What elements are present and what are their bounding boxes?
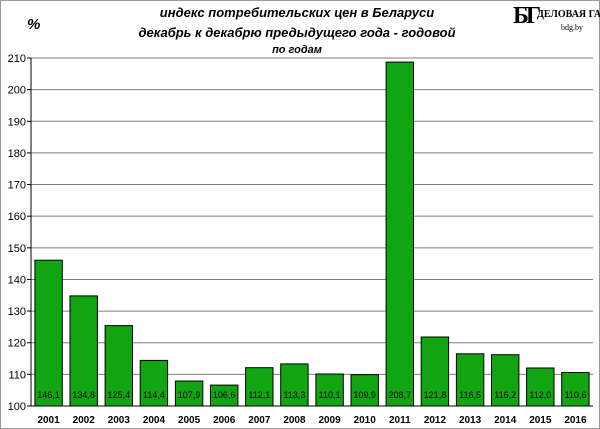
y-tick-label: 150	[8, 243, 26, 255]
bar-2001	[34, 259, 63, 407]
data-label-2014: 116,2	[494, 390, 516, 400]
y-tick-label: 170	[8, 180, 26, 192]
y-tick-label: 140	[8, 274, 26, 286]
x-tick-label-2001: 2001	[37, 415, 60, 426]
bar-2013	[455, 353, 485, 407]
x-tick-label-2008: 2008	[283, 415, 306, 426]
bar-2007	[245, 367, 274, 407]
bar-2011	[385, 61, 415, 407]
bar-2014	[491, 354, 520, 407]
y-tick-label: 210	[8, 53, 26, 65]
x-tick-label-2016: 2016	[564, 415, 587, 426]
x-tick-label-2013: 2013	[459, 415, 482, 426]
logo-mark: БГ	[513, 3, 541, 29]
y-tick-label: 190	[8, 116, 26, 128]
x-tick-label-2014: 2014	[494, 415, 517, 426]
x-tick-label-2009: 2009	[318, 415, 341, 426]
bar-2004	[139, 359, 169, 407]
bar-2009	[315, 373, 344, 407]
bar-2008	[280, 363, 309, 407]
x-tick-label-2005: 2005	[178, 415, 201, 426]
bar-2005	[174, 380, 204, 407]
data-label-2012: 121,8	[424, 390, 447, 400]
axes: 100 110 120 130 140 150 160 170 180 190 200 210 2001…	[8, 53, 593, 426]
data-label-2007: 112,1	[248, 390, 270, 400]
data-label-2016: 110,6	[565, 390, 587, 400]
data-label-2011: 208,7	[389, 390, 412, 400]
y-tick-label: 160	[8, 211, 26, 223]
chart-title-line-1: индекс потребительских цен в Беларуси	[160, 5, 434, 20]
y-tick-label: 100	[8, 401, 26, 413]
logo-site: bdg.by	[561, 23, 583, 32]
bar-2003	[104, 325, 133, 407]
logo-name: ДЕЛОВАЯ ГАЗЕТА	[537, 9, 600, 20]
data-label-2013: 116,5	[459, 390, 481, 400]
data-label-2002: 134,8	[72, 390, 95, 400]
y-axis-label: %	[27, 16, 40, 33]
bar-2010	[350, 374, 379, 407]
x-tick-label-2007: 2007	[248, 415, 271, 426]
data-label-2008: 113,3	[284, 390, 306, 400]
chart-subtitle: по годам	[272, 44, 322, 56]
bar-2012	[420, 336, 450, 407]
data-label-2001: 146,1	[37, 390, 60, 400]
x-tick-label-2010: 2010	[354, 415, 377, 426]
data-label-2004: 114,4	[143, 390, 165, 400]
x-tick-label-2015: 2015	[529, 415, 552, 426]
bar-2016	[561, 372, 590, 407]
y-tick-label: 180	[8, 148, 26, 160]
bar-2002	[69, 295, 98, 407]
data-label-2005: 107,9	[178, 390, 201, 400]
bars: 146,1 134,8 125,4 114,4 107,9 106,6 112,1 113,3…	[34, 61, 590, 407]
x-tick-label-2006: 2006	[213, 415, 236, 426]
data-label-2009: 110,1	[319, 390, 341, 400]
chart-title-line-2: декабрь к декабрю предыдущего года - год…	[138, 25, 455, 40]
data-label-2015: 112,0	[529, 390, 551, 400]
y-tick-label: 120	[8, 338, 26, 350]
bar-2015	[526, 367, 555, 407]
x-tick-label-2011: 2011	[389, 415, 411, 426]
x-tick-label-2003: 2003	[108, 415, 131, 426]
x-tick-label-2004: 2004	[143, 415, 166, 426]
y-tick-label: 130	[8, 306, 26, 318]
y-tick-label: 110	[8, 369, 26, 381]
x-tick-label-2002: 2002	[73, 415, 96, 426]
publisher-logo: БГ ДЕЛОВАЯ ГАЗЕТА bdg.by	[513, 3, 600, 43]
data-label-2003: 125,4	[108, 390, 131, 400]
data-label-2010: 109,9	[353, 390, 376, 400]
y-tick-label: 200	[8, 85, 26, 97]
x-tick-label-2012: 2012	[424, 415, 447, 426]
data-label-2006: 106,6	[213, 390, 236, 400]
